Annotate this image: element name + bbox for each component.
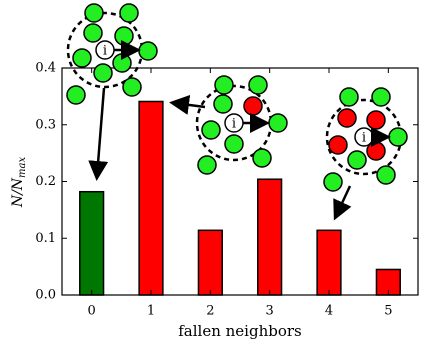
x-axis-label: fallen neighbors (178, 322, 302, 340)
plot-area: 0.0 0.1 0.2 0.3 0.4 0 1 2 3 4 5 (35, 61, 419, 319)
y-axis-label-subscript: max (17, 156, 28, 177)
x-tick-label: 2 (206, 304, 214, 319)
bar (197, 229, 223, 296)
diagram-label: i (232, 117, 236, 132)
diagram-3: i (323, 87, 408, 221)
axes-frame (61, 67, 419, 296)
diagram-1: i (66, 3, 158, 181)
y-axis-label-main: N/N (10, 177, 26, 208)
x-tick-label: 4 (325, 304, 333, 319)
diagram-label: i (103, 44, 107, 59)
y-tick-label: 0.3 (35, 117, 56, 132)
x-tick-label: 0 (88, 304, 96, 319)
bar (257, 178, 283, 296)
bar (138, 100, 164, 296)
bar (316, 229, 342, 296)
y-tick-label: 0.1 (35, 231, 56, 246)
y-tick-label: 0.0 (35, 288, 56, 303)
x-tick-label: 1 (147, 304, 155, 319)
diagram-label: i (362, 131, 366, 146)
y-tick-label: 0.2 (35, 174, 56, 189)
y-axis-label: N/Nmax (10, 156, 28, 208)
y-tick-label: 0.4 (35, 61, 56, 76)
x-tick-label: 3 (266, 304, 274, 319)
diagram-2: i (169, 75, 288, 175)
bar (79, 190, 105, 296)
x-tick-label: 5 (384, 304, 392, 319)
